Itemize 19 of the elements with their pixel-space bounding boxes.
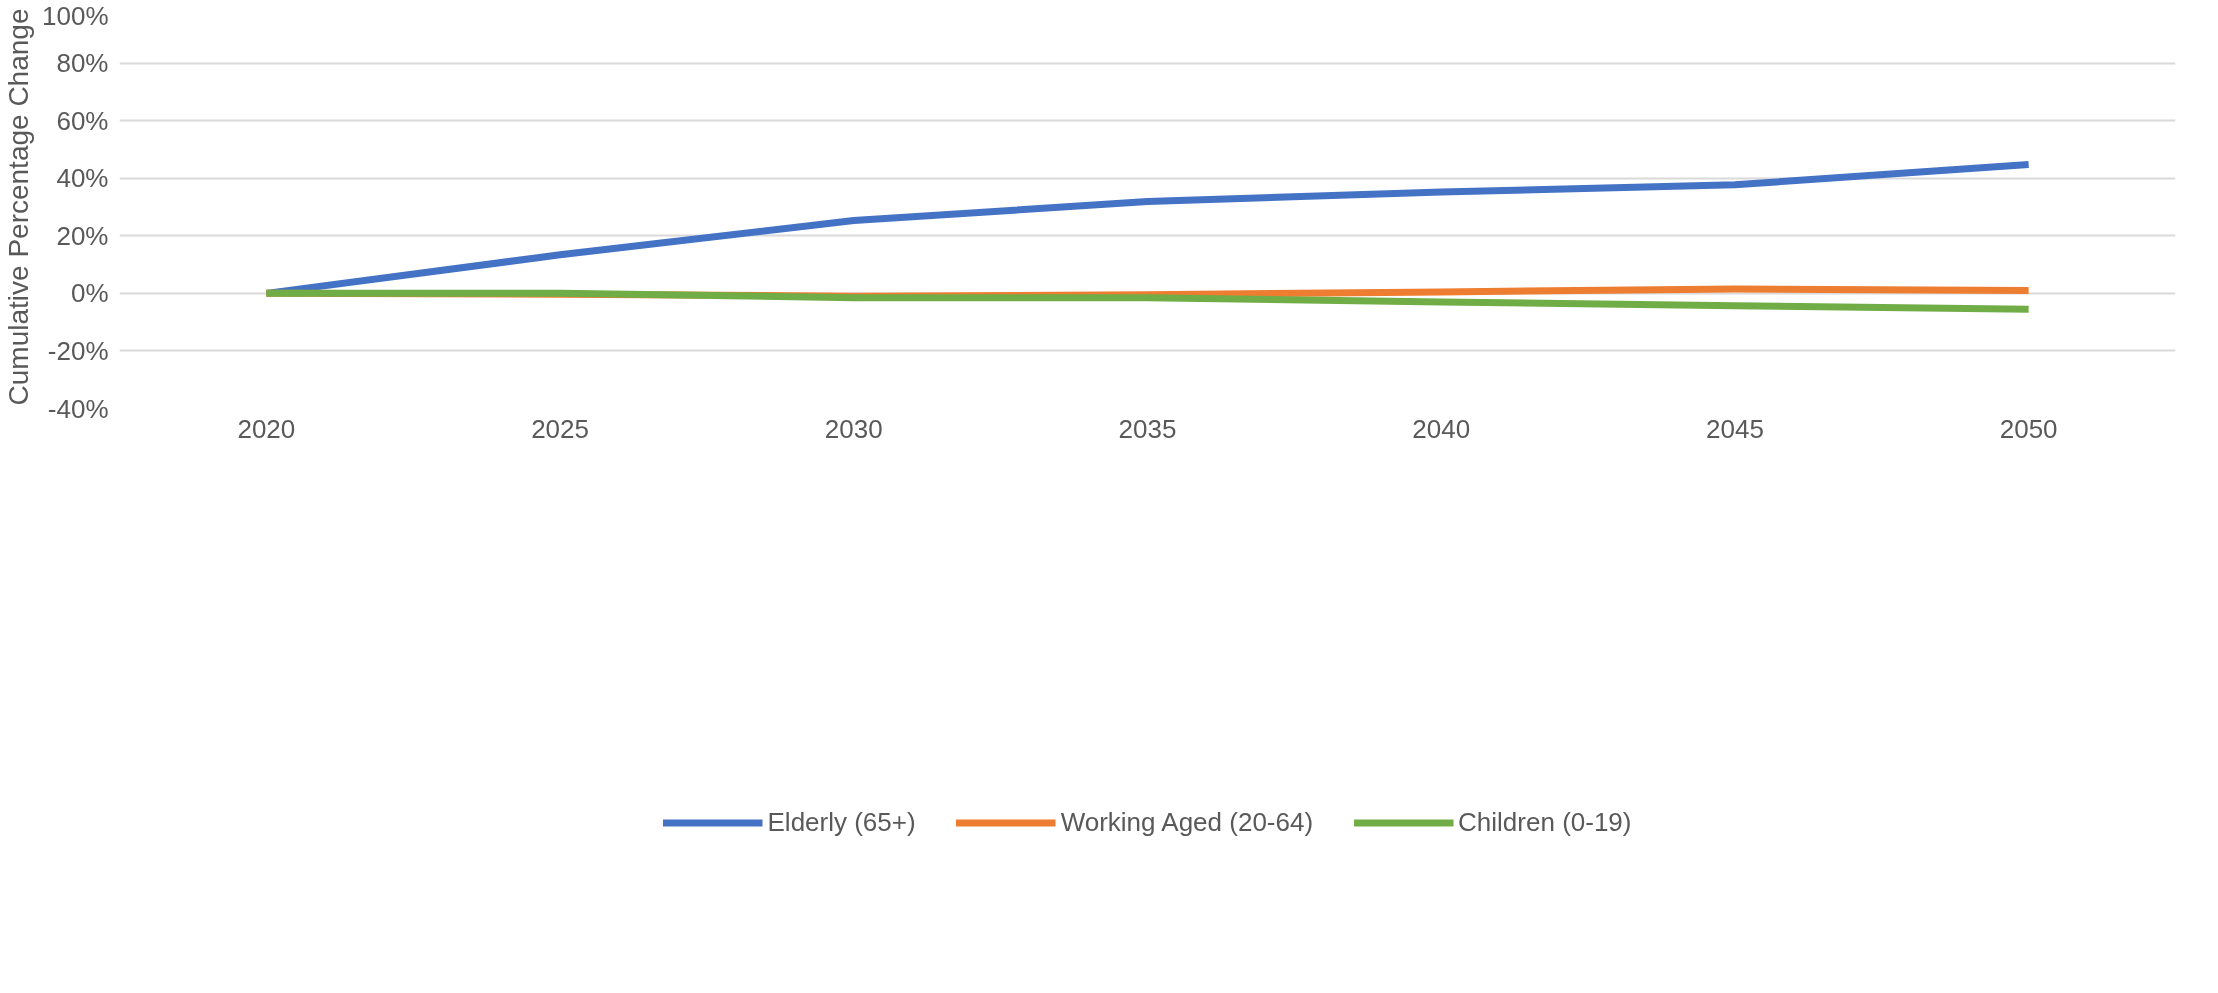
y-tick-label: -20%	[47, 335, 109, 366]
x-tick-label: 2045	[1706, 413, 1764, 444]
x-tick-label: 2050	[1999, 413, 2058, 444]
y-tick-label: 40%	[56, 163, 109, 194]
legend-label: Elderly (65+)	[767, 806, 916, 838]
y-tick-label: 20%	[56, 220, 109, 251]
x-tick-label: 2030	[824, 413, 883, 444]
legend-label: Children (0-19)	[1458, 806, 1632, 838]
y-tick-label: 0%	[70, 278, 109, 309]
y-tick-label: -40%	[47, 393, 109, 424]
y-tick-label: 100%	[42, 0, 109, 31]
y-tick-label: 80%	[56, 48, 109, 79]
x-tick-label: 2035	[1118, 413, 1177, 444]
y-tick-label: 60%	[56, 105, 109, 136]
x-tick-label: 2020	[237, 413, 296, 444]
y-axis-title: Cumulative Percentage Change	[3, 8, 34, 406]
x-tick-label: 2040	[1412, 413, 1471, 444]
x-tick-label: 2025	[531, 413, 589, 444]
legend-label: Working Aged (20-64)	[1060, 806, 1314, 838]
